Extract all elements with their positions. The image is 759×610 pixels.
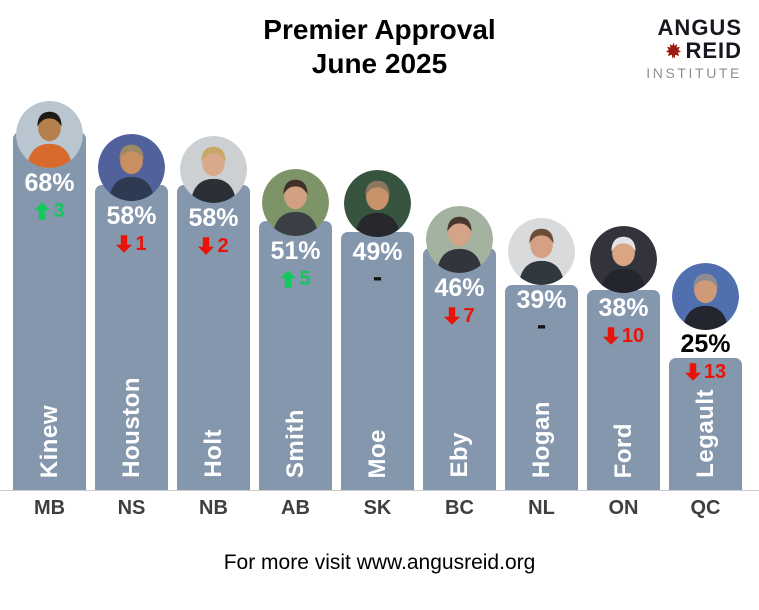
person-silhouette-icon [344, 170, 411, 237]
change-value: 3 [53, 200, 65, 222]
province-label-nl: NL [528, 497, 555, 519]
approval-bar: Legault [669, 358, 742, 490]
change-indicator: 1 [85, 234, 178, 254]
province-label-bc: BC [445, 497, 474, 519]
down-arrow-icon [198, 237, 215, 255]
change-value: 7 [463, 305, 475, 327]
approval-bar: Moe [341, 232, 414, 490]
approval-bar: Ford [587, 290, 660, 490]
x-axis-line [0, 490, 759, 491]
premier-name-label: Ford [609, 422, 637, 478]
approval-bar: Holt [177, 185, 250, 490]
change-indicator: - [495, 309, 588, 340]
down-arrow-icon [684, 363, 701, 381]
angus-reid-logo: ANGUS REID INSTITUTE [646, 16, 742, 84]
approval-value: 39% [516, 286, 567, 314]
approval-value: 51% [270, 237, 321, 265]
down-arrow-icon [444, 307, 461, 325]
logo-reid-text: REID [685, 38, 742, 63]
province-label-qc: QC [690, 497, 721, 519]
premier-name: Houston [95, 185, 168, 490]
logo-institute-text: INSTITUTE [646, 65, 742, 81]
approval-value: 58% [106, 202, 157, 230]
premier-name-label: Kinew [35, 404, 63, 478]
province-label-nb: NB [199, 497, 228, 519]
chart-title: Premier Approval June 2025 [0, 13, 759, 81]
change-indicator: 2 [167, 236, 260, 256]
person-silhouette-icon [16, 101, 83, 168]
premier-name-label: Houston [117, 377, 145, 478]
premier-photo-houston [98, 134, 165, 201]
change-value: 1 [135, 233, 147, 255]
approval-bar: Kinew [13, 132, 86, 490]
approval-bar: Eby [423, 248, 496, 490]
premier-name-label: Hogan [527, 400, 555, 478]
province-label-mb: MB [33, 497, 66, 519]
logo-angus-text: ANGUS [657, 15, 742, 40]
premier-name-label: Moe [363, 428, 391, 479]
no-change-dash: - [536, 309, 547, 340]
no-change-dash: - [372, 261, 383, 292]
province-label-ab: AB [281, 497, 310, 519]
premier-name-label: Holt [199, 429, 227, 478]
premier-name-label: Smith [281, 408, 309, 478]
premier-photo-ford [590, 226, 657, 293]
up-arrow-icon [280, 270, 297, 288]
maple-leaf-icon [666, 42, 682, 59]
premier-photo-eby [426, 206, 493, 273]
approval-value: 58% [188, 204, 239, 232]
premier-photo-moe [344, 170, 411, 237]
change-indicator: - [331, 261, 424, 292]
premier-photo-smith [262, 169, 329, 236]
person-silhouette-icon [508, 218, 575, 285]
person-silhouette-icon [98, 134, 165, 201]
footer-text: For more visit www.angusreid.org [223, 551, 536, 574]
logo-reid-row: REID [646, 39, 742, 62]
person-silhouette-icon [426, 206, 493, 273]
chart-title-line2: June 2025 [311, 48, 448, 79]
premier-photo-legault [672, 263, 739, 330]
approval-bar: Hogan [505, 285, 578, 490]
person-silhouette-icon [180, 136, 247, 203]
change-value: 5 [299, 268, 311, 290]
change-indicator: 5 [249, 269, 342, 289]
down-arrow-icon [602, 327, 619, 345]
premier-name-label: Legault [691, 389, 719, 478]
premier-name-label: Eby [445, 432, 473, 478]
person-silhouette-icon [672, 263, 739, 330]
person-silhouette-icon [590, 226, 657, 293]
change-indicator: 7 [413, 306, 506, 326]
approval-value: 38% [598, 294, 649, 322]
province-label-sk: SK [363, 497, 392, 519]
change-indicator: 3 [3, 201, 96, 221]
change-indicator: 10 [577, 326, 670, 346]
approval-bar: Houston [95, 185, 168, 490]
change-value: 2 [217, 235, 229, 257]
approval-value: 68% [24, 169, 75, 197]
down-arrow-icon [116, 235, 133, 253]
premier-photo-hogan [508, 218, 575, 285]
approval-value: 25% [680, 330, 731, 358]
change-value: 10 [621, 325, 645, 347]
person-silhouette-icon [262, 169, 329, 236]
province-label-ns: NS [117, 497, 146, 519]
approval-value: 46% [434, 274, 485, 302]
approval-bar: Smith [259, 221, 332, 490]
approval-value: 49% [352, 238, 403, 266]
change-value: 13 [703, 361, 727, 383]
up-arrow-icon [34, 202, 51, 220]
change-indicator: 13 [659, 362, 752, 382]
province-label-on: ON [608, 497, 639, 519]
premier-photo-holt [180, 136, 247, 203]
premier-photo-kinew [16, 101, 83, 168]
chart-title-line1: Premier Approval [263, 14, 496, 45]
